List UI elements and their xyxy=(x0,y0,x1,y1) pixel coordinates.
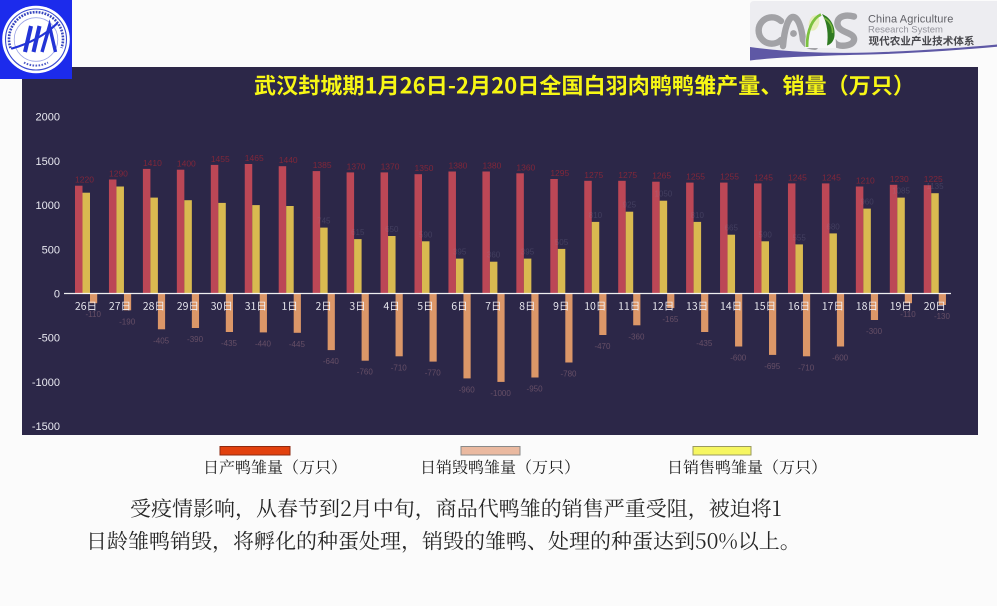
svg-text:1245: 1245 xyxy=(754,172,773,182)
svg-text:-960: -960 xyxy=(459,385,476,394)
svg-text:1360: 1360 xyxy=(516,162,535,172)
svg-text:-780: -780 xyxy=(560,370,577,379)
svg-text:-435: -435 xyxy=(696,339,713,348)
svg-text:1410: 1410 xyxy=(143,158,162,168)
svg-text:1385: 1385 xyxy=(313,160,332,170)
svg-text:1295: 1295 xyxy=(550,168,569,178)
svg-text:1255: 1255 xyxy=(720,172,739,182)
svg-text:615: 615 xyxy=(351,228,365,237)
svg-text:-695: -695 xyxy=(764,362,781,371)
svg-text:1290: 1290 xyxy=(109,169,128,179)
svg-text:1500: 1500 xyxy=(36,156,60,168)
svg-text:-435: -435 xyxy=(221,339,238,348)
svg-text:960: 960 xyxy=(860,198,874,207)
svg-text:590: 590 xyxy=(419,230,433,239)
svg-text:-710: -710 xyxy=(798,363,815,372)
svg-text:-1000: -1000 xyxy=(32,377,60,389)
svg-text:1245: 1245 xyxy=(822,172,841,182)
svg-text:1275: 1275 xyxy=(618,170,637,180)
svg-text:-405: -405 xyxy=(153,336,170,345)
svg-text:-600: -600 xyxy=(730,354,747,363)
svg-text:-470: -470 xyxy=(594,342,611,351)
svg-text:2000: 2000 xyxy=(36,112,60,124)
svg-text:1370: 1370 xyxy=(347,161,366,171)
svg-text:395: 395 xyxy=(521,248,535,257)
svg-text:590: 590 xyxy=(759,230,773,239)
svg-text:-130: -130 xyxy=(934,312,951,321)
svg-text:1275: 1275 xyxy=(584,170,603,180)
svg-text:1255: 1255 xyxy=(686,172,705,182)
svg-text:1380: 1380 xyxy=(482,161,501,171)
svg-text:-390: -390 xyxy=(187,335,204,344)
svg-text:1220: 1220 xyxy=(75,175,94,185)
svg-text:1455: 1455 xyxy=(211,154,230,164)
svg-text:1230: 1230 xyxy=(890,174,909,184)
svg-text:1440: 1440 xyxy=(279,155,298,165)
svg-text:1245: 1245 xyxy=(788,172,807,182)
svg-text:-440: -440 xyxy=(255,339,272,348)
svg-text:680: 680 xyxy=(826,222,840,231)
svg-text:-1000: -1000 xyxy=(490,389,511,398)
svg-text:1370: 1370 xyxy=(381,161,400,171)
svg-text:505: 505 xyxy=(555,238,569,247)
svg-text:745: 745 xyxy=(317,217,331,226)
svg-text:-950: -950 xyxy=(527,385,544,394)
svg-text:-300: -300 xyxy=(866,327,883,336)
svg-text:810: 810 xyxy=(589,211,603,220)
svg-text:810: 810 xyxy=(691,211,705,220)
svg-text:-190: -190 xyxy=(119,317,136,326)
svg-text:1350: 1350 xyxy=(415,163,434,173)
svg-text:-1500: -1500 xyxy=(32,421,60,433)
svg-text:650: 650 xyxy=(385,225,399,234)
svg-text:-110: -110 xyxy=(900,310,916,319)
svg-text:China Agriculture: China Agriculture xyxy=(868,14,953,26)
svg-text:1135: 1135 xyxy=(926,182,944,191)
svg-text:-760: -760 xyxy=(357,368,374,377)
svg-text:-360: -360 xyxy=(628,332,645,341)
svg-text:-445: -445 xyxy=(289,340,306,349)
svg-text:-600: -600 xyxy=(832,354,849,363)
svg-text:1465: 1465 xyxy=(245,153,264,163)
svg-text:500: 500 xyxy=(42,244,60,256)
svg-text:1380: 1380 xyxy=(448,161,467,171)
svg-text:1265: 1265 xyxy=(652,171,671,181)
svg-text:925: 925 xyxy=(623,201,637,210)
svg-text:1050: 1050 xyxy=(654,190,672,199)
svg-text:-165: -165 xyxy=(662,315,679,324)
svg-text:1085: 1085 xyxy=(892,187,910,196)
svg-text:360: 360 xyxy=(487,251,501,260)
svg-text:1210: 1210 xyxy=(856,176,875,186)
svg-text:395: 395 xyxy=(453,248,467,257)
svg-text:Research System: Research System xyxy=(868,25,943,36)
svg-text:1000: 1000 xyxy=(36,200,60,212)
svg-text:1225: 1225 xyxy=(924,174,943,184)
svg-text:0: 0 xyxy=(54,289,60,301)
svg-text:-500: -500 xyxy=(38,333,60,345)
svg-text:665: 665 xyxy=(725,224,739,233)
svg-text:-710: -710 xyxy=(391,363,408,372)
svg-text:555: 555 xyxy=(792,233,806,242)
svg-text:-110: -110 xyxy=(85,310,101,319)
svg-text:-770: -770 xyxy=(425,369,442,378)
svg-text:-640: -640 xyxy=(323,357,340,366)
svg-text:1400: 1400 xyxy=(177,159,196,169)
